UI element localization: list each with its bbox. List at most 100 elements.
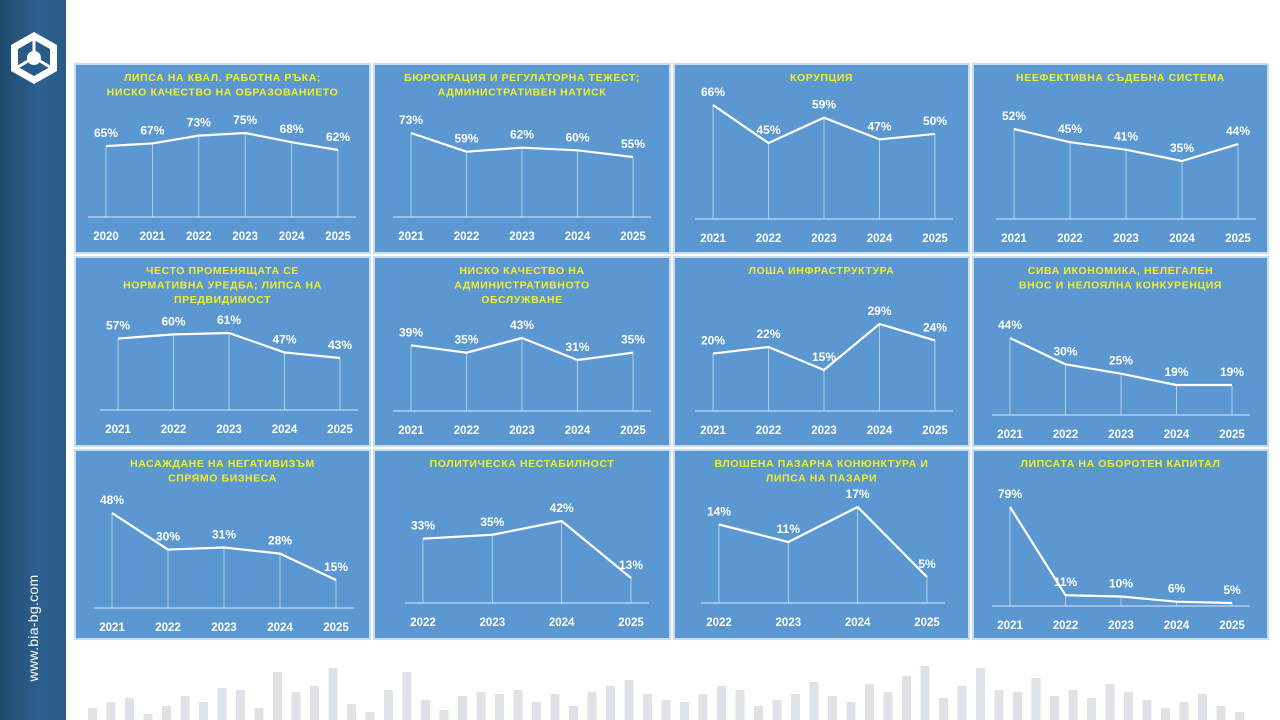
chart-title: ПОЛИТИЧЕСКА НЕСТАБИЛНОСТ bbox=[430, 458, 615, 470]
data-label: 60% bbox=[161, 314, 185, 328]
chart-svg: НАСАЖДАНЕ НА НЕГАТИВИЗЪМ СПРЯМО БИЗНЕСА 48… bbox=[94, 458, 354, 634]
chart-title-line: ПРЕДВИДИМОСТ bbox=[174, 294, 271, 306]
decorative-bar bbox=[550, 694, 560, 720]
x-tick-label: 2022 bbox=[1053, 429, 1079, 441]
data-label: 11% bbox=[1054, 575, 1078, 589]
x-tick-label: 2023 bbox=[811, 425, 837, 437]
decorative-bar bbox=[569, 706, 578, 720]
decorative-bar bbox=[1031, 678, 1041, 720]
x-tick-label: 2025 bbox=[620, 231, 646, 243]
decorative-bar bbox=[236, 690, 245, 720]
chart-svg: ЛИПСА НА КВАЛ. РАБОТНА РЪКА; НИСКО КАЧЕСТ… bbox=[88, 72, 356, 243]
data-label: 66% bbox=[701, 85, 725, 99]
x-tick-label: 2022 bbox=[1053, 620, 1079, 632]
decorative-bar bbox=[883, 692, 893, 720]
decorative-bar bbox=[939, 698, 948, 720]
data-label: 73% bbox=[187, 116, 211, 130]
decorative-bar bbox=[698, 694, 708, 720]
decorative-bar bbox=[1235, 712, 1244, 720]
data-label: 75% bbox=[233, 113, 257, 127]
chart-panel: ВЛОШЕНА ПАЗАРНА КОНЮНКТУРА И ЛИПСА НА ПАЗ… bbox=[673, 449, 970, 640]
series-line bbox=[105, 131, 339, 152]
data-label: 45% bbox=[1058, 122, 1082, 136]
decorative-bar bbox=[458, 696, 467, 720]
decorative-bar bbox=[310, 686, 319, 720]
data-label: 17% bbox=[846, 487, 870, 501]
chart-title: КОРУПЦИЯ bbox=[790, 72, 853, 84]
x-tick-label: 2025 bbox=[922, 233, 948, 245]
series-line bbox=[117, 331, 341, 360]
chart-panel: СИВА ИКОНОМИКА, НЕЛЕГАЛЕН ВНОС И НЕЛОЯЛНА… bbox=[972, 256, 1269, 447]
x-tick-label: 2024 bbox=[279, 231, 305, 243]
data-label: 22% bbox=[756, 327, 780, 341]
decorative-bar bbox=[920, 666, 930, 720]
decorative-bar bbox=[809, 682, 819, 720]
x-tick-label: 2024 bbox=[845, 617, 871, 629]
chart-svg: ЛОША ИНФРАСТРУКТУРА 20% 22% 15% 29% 24% 2021 20… bbox=[695, 265, 953, 437]
decorative-bar bbox=[717, 686, 726, 720]
chart-title-line: ЛИПСА НА КВАЛ. РАБОТНА РЪКА; bbox=[124, 72, 321, 84]
data-label: 10% bbox=[1109, 577, 1133, 591]
chart-panel: БЮРОКРАЦИЯ И РЕГУЛАТОРНА ТЕЖЕСТ; АДМИНИСТ… bbox=[373, 63, 671, 254]
x-tick-label: 2024 bbox=[1169, 233, 1195, 245]
x-tick-label: 2024 bbox=[565, 425, 591, 437]
chart-svg: КОРУПЦИЯ 66% 45% 59% 47% 50% 2021 2022 2023 2024 2… bbox=[695, 72, 953, 245]
data-label: 42% bbox=[550, 501, 574, 515]
data-label: 79% bbox=[998, 487, 1022, 501]
decorative-bar bbox=[865, 684, 874, 720]
sidebar: www.bia-bg.com bbox=[0, 0, 66, 720]
decorative-bar bbox=[88, 708, 97, 720]
chart-title-line: ЛИПСА НА ПАЗАРИ bbox=[766, 473, 877, 485]
data-label: 73% bbox=[399, 113, 423, 127]
chart-title: СИВА ИКОНОМИКА, НЕЛЕГАЛЕН ВНОС И НЕЛОЯЛНА… bbox=[1019, 265, 1222, 292]
data-label: 25% bbox=[1109, 354, 1133, 368]
chart-title: ЛОША ИНФРАСТРУКТУРА bbox=[749, 265, 895, 277]
chart-svg: ВЛОШЕНА ПАЗАРНА КОНЮНКТУРА И ЛИПСА НА ПАЗ… bbox=[701, 458, 945, 629]
decorative-bar bbox=[217, 688, 227, 720]
x-tick-label: 2025 bbox=[922, 425, 948, 437]
decorative-bar bbox=[1013, 692, 1022, 720]
data-label: 41% bbox=[1114, 130, 1138, 144]
x-tick-label: 2025 bbox=[1219, 620, 1245, 632]
x-tick-label: 2024 bbox=[867, 425, 893, 437]
data-label: 43% bbox=[510, 318, 534, 332]
chart-panel: НАСАЖДАНЕ НА НЕГАТИВИЗЪМ СПРЯМО БИЗНЕСА 48… bbox=[74, 449, 371, 640]
decorative-bar bbox=[439, 710, 449, 720]
x-tick-label: 2025 bbox=[327, 424, 353, 436]
x-tick-label: 2023 bbox=[232, 231, 258, 243]
x-tick-label: 2025 bbox=[1219, 429, 1245, 441]
chart-title-line: ОБСЛУЖВАНЕ bbox=[481, 294, 563, 306]
x-tick-label: 2021 bbox=[997, 429, 1023, 441]
x-tick-label: 2024 bbox=[867, 233, 893, 245]
x-tick-label: 2024 bbox=[1164, 429, 1190, 441]
decorative-bar bbox=[106, 702, 116, 720]
decorative-bar bbox=[291, 692, 301, 720]
data-label: 52% bbox=[1002, 109, 1026, 123]
chart-title-line: КОРУПЦИЯ bbox=[790, 72, 853, 84]
data-label: 48% bbox=[100, 493, 124, 507]
x-tick-label: 2021 bbox=[99, 622, 125, 634]
x-tick-label: 2024 bbox=[549, 617, 575, 629]
chart-title-line: НОРМАТИВНА УРЕДБА; ЛИПСА НА bbox=[123, 280, 322, 292]
x-tick-label: 2023 bbox=[480, 617, 506, 629]
x-tick-label: 2025 bbox=[323, 622, 349, 634]
x-tick-label: 2025 bbox=[620, 425, 646, 437]
x-tick-label: 2020 bbox=[93, 231, 119, 243]
x-tick-label: 2025 bbox=[1225, 233, 1251, 245]
data-label: 19% bbox=[1220, 365, 1244, 379]
data-label: 61% bbox=[217, 313, 241, 327]
decorative-bar bbox=[976, 668, 985, 720]
x-tick-label: 2021 bbox=[105, 424, 131, 436]
chart-title: НАСАЖДАНЕ НА НЕГАТИВИЗЪМ СПРЯМО БИЗНЕСА bbox=[130, 458, 315, 485]
decorative-bar bbox=[1179, 702, 1189, 720]
data-label: 30% bbox=[156, 530, 180, 544]
x-tick-label: 2023 bbox=[811, 233, 837, 245]
series-line bbox=[718, 505, 928, 578]
x-tick-label: 2022 bbox=[756, 233, 782, 245]
data-label: 62% bbox=[510, 128, 534, 142]
chart-title-line: ПОЛИТИЧЕСКА НЕСТАБИЛНОСТ bbox=[430, 458, 615, 470]
data-label: 31% bbox=[565, 340, 589, 354]
decorative-bar bbox=[476, 692, 486, 720]
chart-panel: ЛИПСАТА НА ОБОРОТЕН КАПИТАЛ 79% 11% 10% 6% 5%… bbox=[972, 449, 1269, 640]
decorative-bar bbox=[587, 692, 597, 720]
